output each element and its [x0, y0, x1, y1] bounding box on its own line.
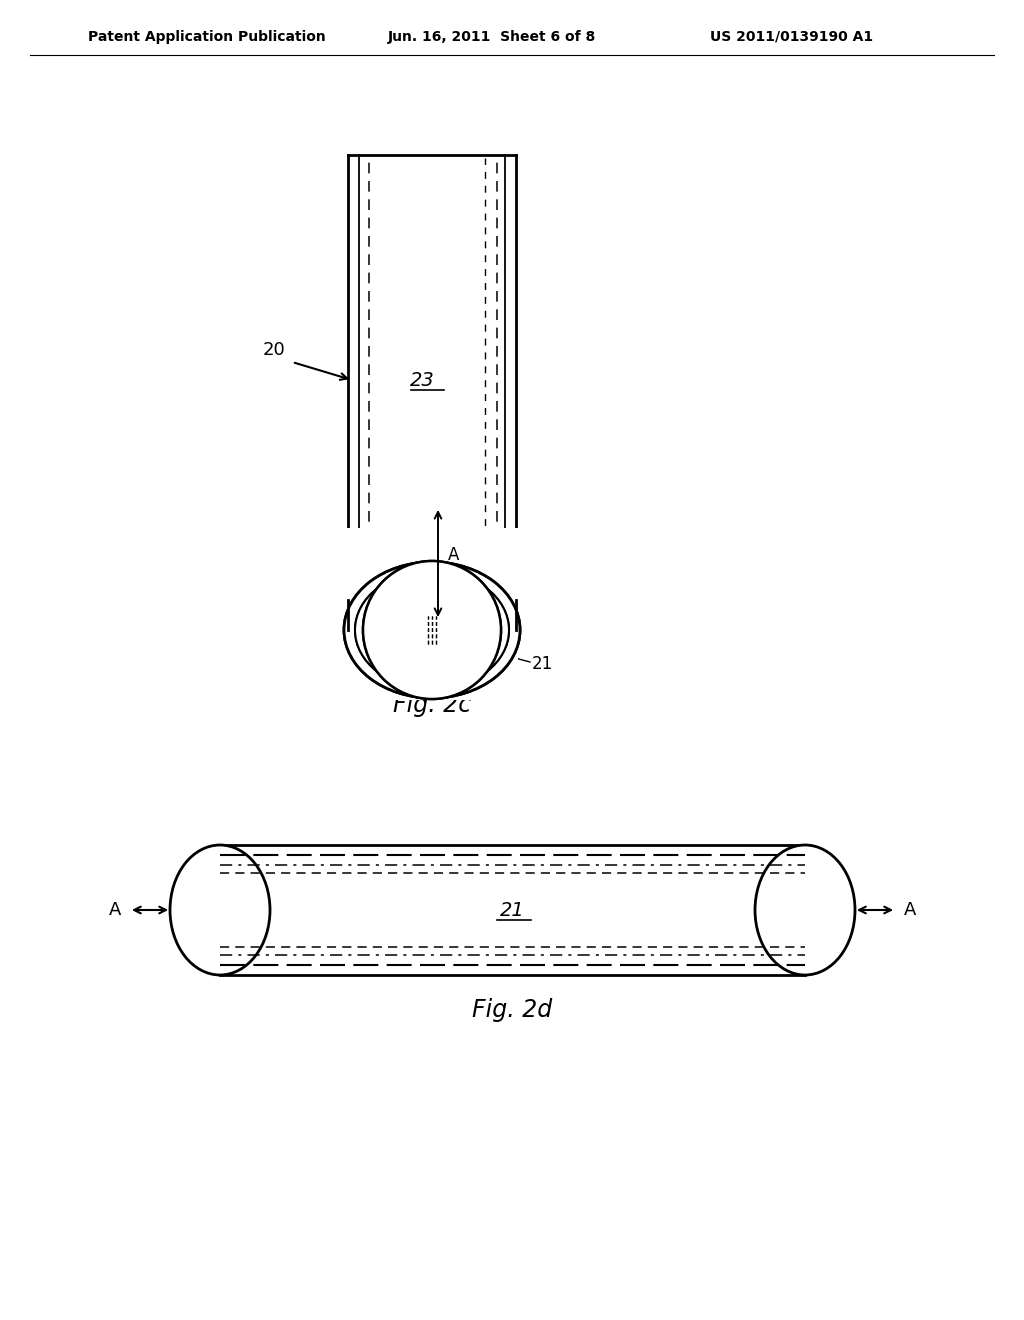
Text: 23: 23: [410, 371, 434, 389]
Text: A: A: [449, 546, 460, 565]
Text: 21: 21: [532, 655, 553, 673]
Text: A: A: [904, 902, 916, 919]
Text: Fig. 2d: Fig. 2d: [472, 998, 553, 1022]
Bar: [220, 845, 805, 975]
Text: 20: 20: [263, 341, 286, 359]
Text: Fig. 2c: Fig. 2c: [393, 693, 471, 717]
Ellipse shape: [362, 561, 501, 700]
Ellipse shape: [355, 570, 509, 689]
Ellipse shape: [344, 562, 520, 698]
Bar: [346, 528, 518, 700]
Ellipse shape: [344, 562, 520, 698]
Text: US 2011/0139190 A1: US 2011/0139190 A1: [710, 30, 873, 44]
Ellipse shape: [355, 570, 509, 689]
Text: 21: 21: [500, 900, 525, 920]
Ellipse shape: [362, 561, 501, 700]
Bar: [348, 154, 516, 601]
Ellipse shape: [755, 845, 855, 975]
Text: A: A: [109, 902, 121, 919]
Text: Patent Application Publication: Patent Application Publication: [88, 30, 326, 44]
Ellipse shape: [170, 845, 270, 975]
Text: Jun. 16, 2011  Sheet 6 of 8: Jun. 16, 2011 Sheet 6 of 8: [388, 30, 596, 44]
